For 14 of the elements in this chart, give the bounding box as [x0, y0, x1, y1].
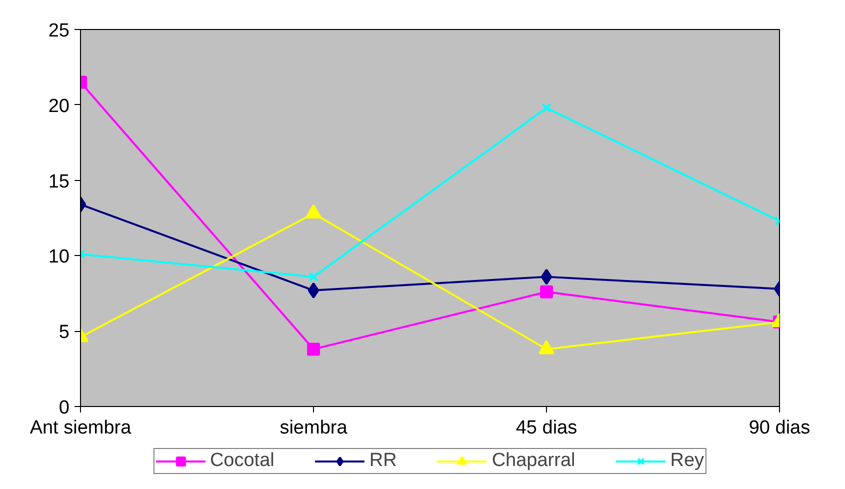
y-tick-label: 20 [48, 96, 70, 117]
legend-label: Chaparral [492, 450, 576, 472]
legend-label: Cocotal [210, 450, 274, 472]
y-tick-label: 5 [58, 322, 70, 344]
x-tick-label: siembra [280, 418, 348, 438]
x-tick-label: 45 dias [516, 418, 578, 438]
y-tick-label: 15 [48, 171, 70, 192]
y-tick-label: 0 [58, 398, 70, 418]
x-tick-label: 90 dias [748, 418, 810, 438]
y-tick-label: 10 [48, 246, 70, 268]
y-tick-label: 25 [48, 20, 70, 42]
x-tick-label: Ant siembra [30, 418, 132, 438]
legend-label: RR [369, 450, 397, 472]
legend-label: Rey [670, 450, 704, 472]
